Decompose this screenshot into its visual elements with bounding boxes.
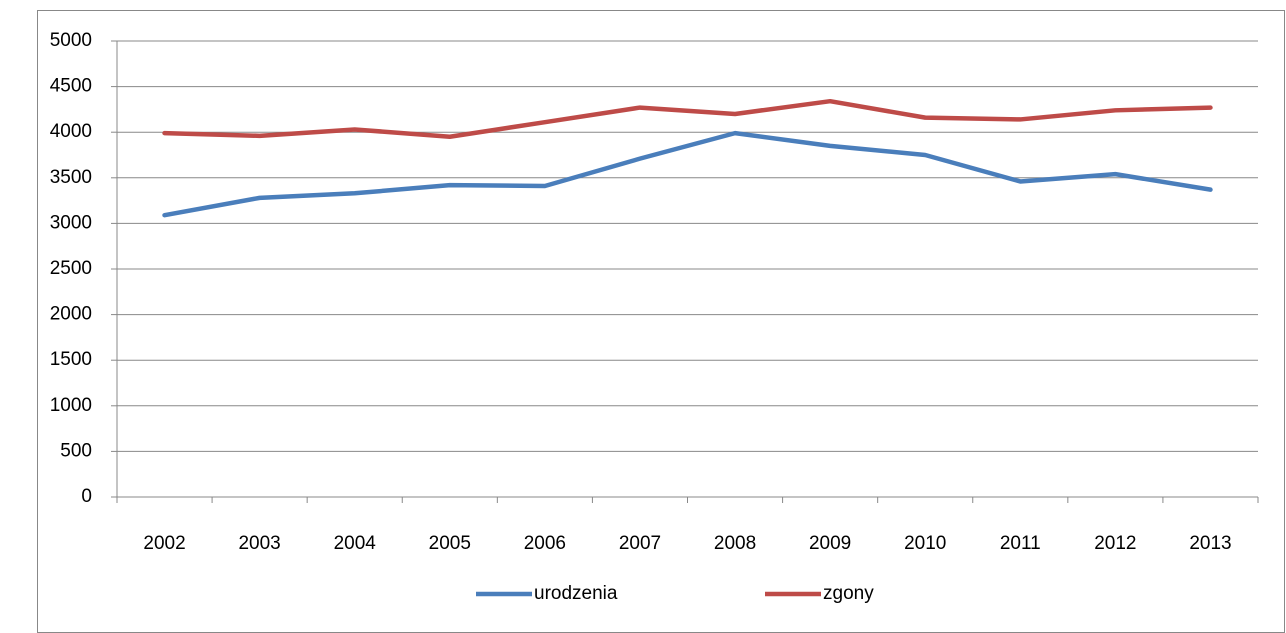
y-tick-label: 2000 xyxy=(50,304,92,325)
y-tick-label: 3500 xyxy=(50,167,92,188)
line-series xyxy=(162,130,1213,218)
x-tick-label: 2007 xyxy=(619,533,661,554)
x-tick-label: 2013 xyxy=(1189,533,1231,554)
x-tick-label: 2002 xyxy=(143,533,185,554)
y-tick-label: 1500 xyxy=(50,349,92,370)
legend-label: urodzenia xyxy=(534,583,618,604)
x-tick-label: 2008 xyxy=(714,533,756,554)
y-tick-label: 4500 xyxy=(50,76,92,97)
y-tick-label: 0 xyxy=(81,486,92,507)
x-tick-label: 2010 xyxy=(904,533,946,554)
y-tick-label: 500 xyxy=(60,440,92,461)
legend-label: zgony xyxy=(823,583,874,604)
y-tick-label: 5000 xyxy=(50,30,92,51)
x-tick-label: 2009 xyxy=(809,533,851,554)
line-series xyxy=(162,98,1213,140)
x-tick-label: 2012 xyxy=(1094,533,1136,554)
x-tick-label: 2004 xyxy=(334,533,377,554)
x-tick-label: 2006 xyxy=(524,533,566,554)
y-tick-label: 2500 xyxy=(50,258,92,279)
y-tick-label: 1000 xyxy=(50,395,92,416)
x-tick-label: 2003 xyxy=(238,533,280,554)
y-tick-label: 4000 xyxy=(50,121,92,142)
y-tick-label: 3000 xyxy=(50,212,92,233)
x-tick-label: 2005 xyxy=(429,533,471,554)
x-tick-label: 2011 xyxy=(1000,533,1041,554)
